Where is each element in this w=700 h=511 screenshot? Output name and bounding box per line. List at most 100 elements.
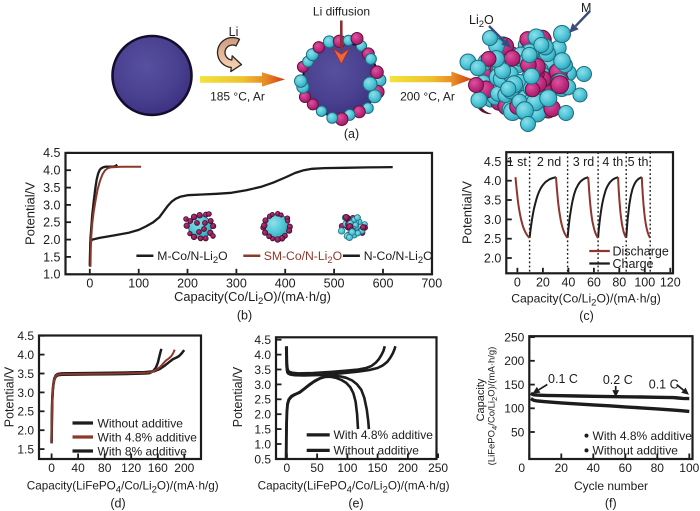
svg-text:Capacity: Capacity	[475, 378, 487, 421]
svg-text:4.0: 4.0	[17, 348, 34, 362]
svg-text:1 st: 1 st	[507, 155, 528, 169]
svg-text:200: 200	[177, 277, 198, 291]
svg-text:1.0: 1.0	[254, 437, 271, 451]
svg-text:400: 400	[275, 277, 296, 291]
svg-text:Discharge: Discharge	[613, 244, 669, 258]
svg-text:0: 0	[514, 276, 521, 290]
svg-text:0.2 C: 0.2 C	[603, 373, 633, 387]
svg-text:250: 250	[504, 331, 524, 345]
svg-text:700: 700	[421, 277, 442, 291]
svg-text:0: 0	[48, 461, 55, 475]
svg-text:0.1 C: 0.1 C	[548, 372, 578, 386]
svg-text:3.0: 3.0	[17, 386, 34, 400]
svg-text:Potential/V: Potential/V	[3, 366, 17, 427]
svg-text:0: 0	[86, 277, 93, 291]
svg-text:120: 120	[121, 461, 141, 475]
svg-text:150: 150	[504, 378, 524, 392]
svg-text:200: 200	[398, 461, 418, 475]
svg-text:2.0: 2.0	[254, 408, 271, 422]
svg-text:With 4.8% additive: With 4.8% additive	[98, 430, 198, 444]
svg-text:1.5: 1.5	[254, 423, 271, 437]
svg-text:3.0: 3.0	[43, 198, 60, 212]
svg-text:2.5: 2.5	[254, 393, 271, 407]
svg-text:Li2O: Li2O	[469, 13, 494, 30]
svg-text:200 °C, Ar: 200 °C, Ar	[400, 90, 455, 104]
svg-text:1.5: 1.5	[17, 443, 34, 457]
svg-text:4.5: 4.5	[17, 329, 34, 343]
svg-text:N-Co/N-Li2O: N-Co/N-Li2O	[364, 249, 433, 266]
svg-text:M-Co/N-Li2O: M-Co/N-Li2O	[157, 249, 227, 266]
svg-text:0: 0	[518, 461, 525, 475]
svg-text:4.5: 4.5	[43, 146, 60, 160]
svg-text:100: 100	[128, 277, 149, 291]
svg-text:3.0: 3.0	[254, 378, 271, 392]
svg-text:4 th: 4 th	[602, 155, 623, 169]
svg-text:40: 40	[587, 461, 601, 475]
svg-text:150: 150	[368, 461, 388, 475]
svg-text:40: 40	[71, 461, 85, 475]
svg-text:(c): (c)	[579, 309, 594, 323]
svg-text:2.5: 2.5	[43, 216, 60, 230]
svg-text:40: 40	[561, 276, 575, 290]
svg-text:3.5: 3.5	[484, 193, 501, 207]
svg-text:3.5: 3.5	[17, 367, 34, 381]
svg-text:3.5: 3.5	[254, 363, 271, 377]
svg-text:(a): (a)	[344, 127, 359, 141]
svg-text:0: 0	[284, 461, 291, 475]
svg-text:20: 20	[555, 461, 569, 475]
svg-text:50: 50	[511, 425, 525, 439]
svg-text:4.5: 4.5	[254, 333, 271, 347]
svg-text:3.0: 3.0	[484, 213, 501, 227]
svg-text:2.5: 2.5	[484, 232, 501, 246]
svg-text:Potential/V: Potential/V	[23, 182, 38, 245]
svg-text:60: 60	[587, 276, 601, 290]
svg-text:2.0: 2.0	[484, 251, 501, 265]
svg-text:Capacity(Co/Li2O)/(mA·h/g): Capacity(Co/Li2O)/(mA·h/g)	[174, 289, 331, 307]
svg-text:Without additive: Without additive	[593, 444, 679, 458]
svg-text:Potential/V: Potential/V	[231, 366, 245, 427]
svg-text:300: 300	[226, 277, 247, 291]
svg-text:4.0: 4.0	[484, 174, 501, 188]
svg-text:M: M	[581, 1, 591, 15]
svg-text:Potential/V: Potential/V	[460, 181, 475, 244]
svg-text:80: 80	[612, 276, 626, 290]
svg-text:1.0: 1.0	[43, 268, 60, 282]
svg-text:4.0: 4.0	[254, 348, 271, 362]
svg-text:2 nd: 2 nd	[537, 155, 561, 169]
svg-text:Without additive: Without additive	[98, 416, 184, 430]
svg-text:Cycle number: Cycle number	[574, 479, 648, 493]
svg-text:100: 100	[634, 276, 655, 290]
svg-text:2.5: 2.5	[17, 405, 34, 419]
svg-text:2.0: 2.0	[17, 424, 34, 438]
svg-text:5 th: 5 th	[628, 155, 649, 169]
svg-text:2.0: 2.0	[43, 233, 60, 247]
svg-text:SM-Co/N-Li2O: SM-Co/N-Li2O	[264, 249, 342, 266]
svg-text:0.5: 0.5	[254, 452, 271, 466]
svg-text:160: 160	[148, 461, 168, 475]
svg-text:(LiFePO4/Co/Li2O)/(mA·h/g): (LiFePO4/Co/Li2O)/(mA·h/g)	[487, 347, 499, 466]
svg-text:(d): (d)	[110, 497, 125, 511]
svg-text:4.0: 4.0	[43, 164, 60, 178]
svg-text:60: 60	[619, 461, 633, 475]
svg-text:(e): (e)	[348, 497, 363, 511]
svg-text:20: 20	[536, 276, 550, 290]
svg-text:(b): (b)	[237, 309, 252, 323]
svg-text:120: 120	[660, 276, 681, 290]
svg-text:50: 50	[310, 461, 324, 475]
svg-text:500: 500	[324, 277, 345, 291]
svg-text:0.1 C: 0.1 C	[649, 377, 679, 391]
svg-text:185 °C, Ar: 185 °C, Ar	[210, 89, 265, 103]
svg-text:200: 200	[174, 461, 194, 475]
svg-text:80: 80	[98, 461, 112, 475]
svg-text:100: 100	[504, 402, 524, 416]
svg-text:Charge: Charge	[613, 257, 654, 271]
svg-text:Li diffusion: Li diffusion	[313, 5, 370, 19]
svg-text:600: 600	[373, 277, 394, 291]
svg-text:3 rd: 3 rd	[573, 155, 595, 169]
svg-text:200: 200	[504, 354, 524, 368]
svg-text:With 4.8% additive: With 4.8% additive	[334, 428, 434, 442]
svg-text:100: 100	[679, 461, 699, 475]
svg-text:Capacity(LiFePO4/Co/Li2O)/(mA·: Capacity(LiFePO4/Co/Li2O)/(mA·h/g)	[258, 480, 450, 496]
svg-text:Without additive: Without additive	[334, 444, 420, 458]
svg-text:80: 80	[651, 461, 665, 475]
